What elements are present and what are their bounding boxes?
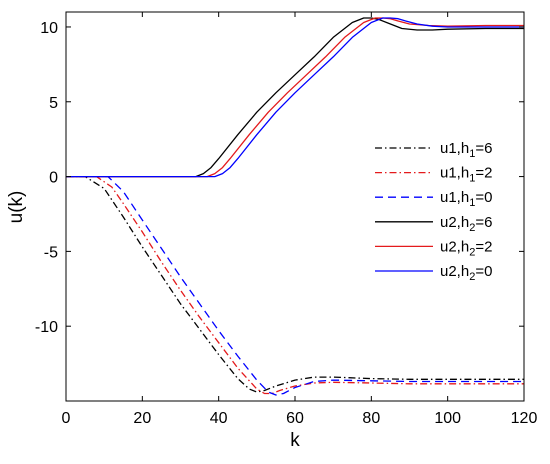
legend-entry-5: u2,h2=2 [440, 238, 492, 258]
legend-entry-tail: =2 [475, 238, 492, 255]
x-tick-label: 0 [62, 410, 71, 427]
x-axis: 0 20 40 60 80 100 120 [62, 12, 538, 427]
y-tick-label: 0 [49, 170, 58, 187]
legend-entry-2: u1,h1=2 [440, 165, 492, 185]
legend-entry-main: u2,h [440, 214, 469, 231]
legend-entry-subscript: 1 [469, 173, 475, 185]
series-line-4 [66, 17, 524, 178]
y-axis-label: u(k) [6, 191, 27, 224]
series-line-1 [66, 175, 524, 393]
legend-entry-subscript: 2 [469, 246, 475, 258]
x-tick-label: 80 [362, 410, 380, 427]
legend-entry-tail: =2 [475, 165, 492, 182]
legend-entry-main: u1,h [440, 189, 469, 206]
x-tick-label: 120 [511, 410, 538, 427]
legend-entry-tail: =6 [475, 214, 492, 231]
y-tick-label: -5 [44, 244, 58, 261]
series-line-3 [66, 175, 524, 396]
legend-entry-tail: =0 [475, 189, 492, 206]
y-axis: -10 -5 0 5 10 [35, 20, 524, 336]
x-tick-label: 100 [434, 410, 461, 427]
legend-entry-subscript: 2 [469, 222, 475, 234]
x-tick-label: 60 [286, 410, 304, 427]
legend-entry-3: u1,h1=0 [440, 189, 492, 209]
legend-entry-1: u1,h1=6 [440, 140, 492, 160]
legend-entry-main: u2,h [440, 263, 469, 280]
y-tick-label: -10 [35, 319, 58, 336]
legend-entry-subscript: 1 [469, 148, 475, 160]
x-tick-label: 20 [133, 410, 151, 427]
series-layer [66, 17, 524, 396]
legend-entry-main: u1,h [440, 140, 469, 157]
y-tick-label: 5 [49, 95, 58, 112]
legend-entry-tail: =0 [475, 263, 492, 280]
x-axis-label: k [290, 430, 300, 451]
legend-entry-6: u2,h2=0 [440, 263, 492, 283]
legend-entry-subscript: 1 [469, 197, 475, 209]
legend-entry-subscript: 2 [469, 271, 475, 283]
legend-entry-main: u2,h [440, 238, 469, 255]
legend-entry-tail: =6 [475, 140, 492, 157]
x-tick-label: 40 [210, 410, 228, 427]
series-line-6 [66, 17, 524, 178]
legend-entry-main: u1,h [440, 165, 469, 182]
y-tick-label: 10 [40, 20, 58, 37]
legend-entry-4: u2,h2=6 [440, 214, 492, 234]
legend: u1,h1=6u1,h1=2u1,h1=0u2,h2=6u2,h2=2u2,h2… [375, 140, 492, 283]
